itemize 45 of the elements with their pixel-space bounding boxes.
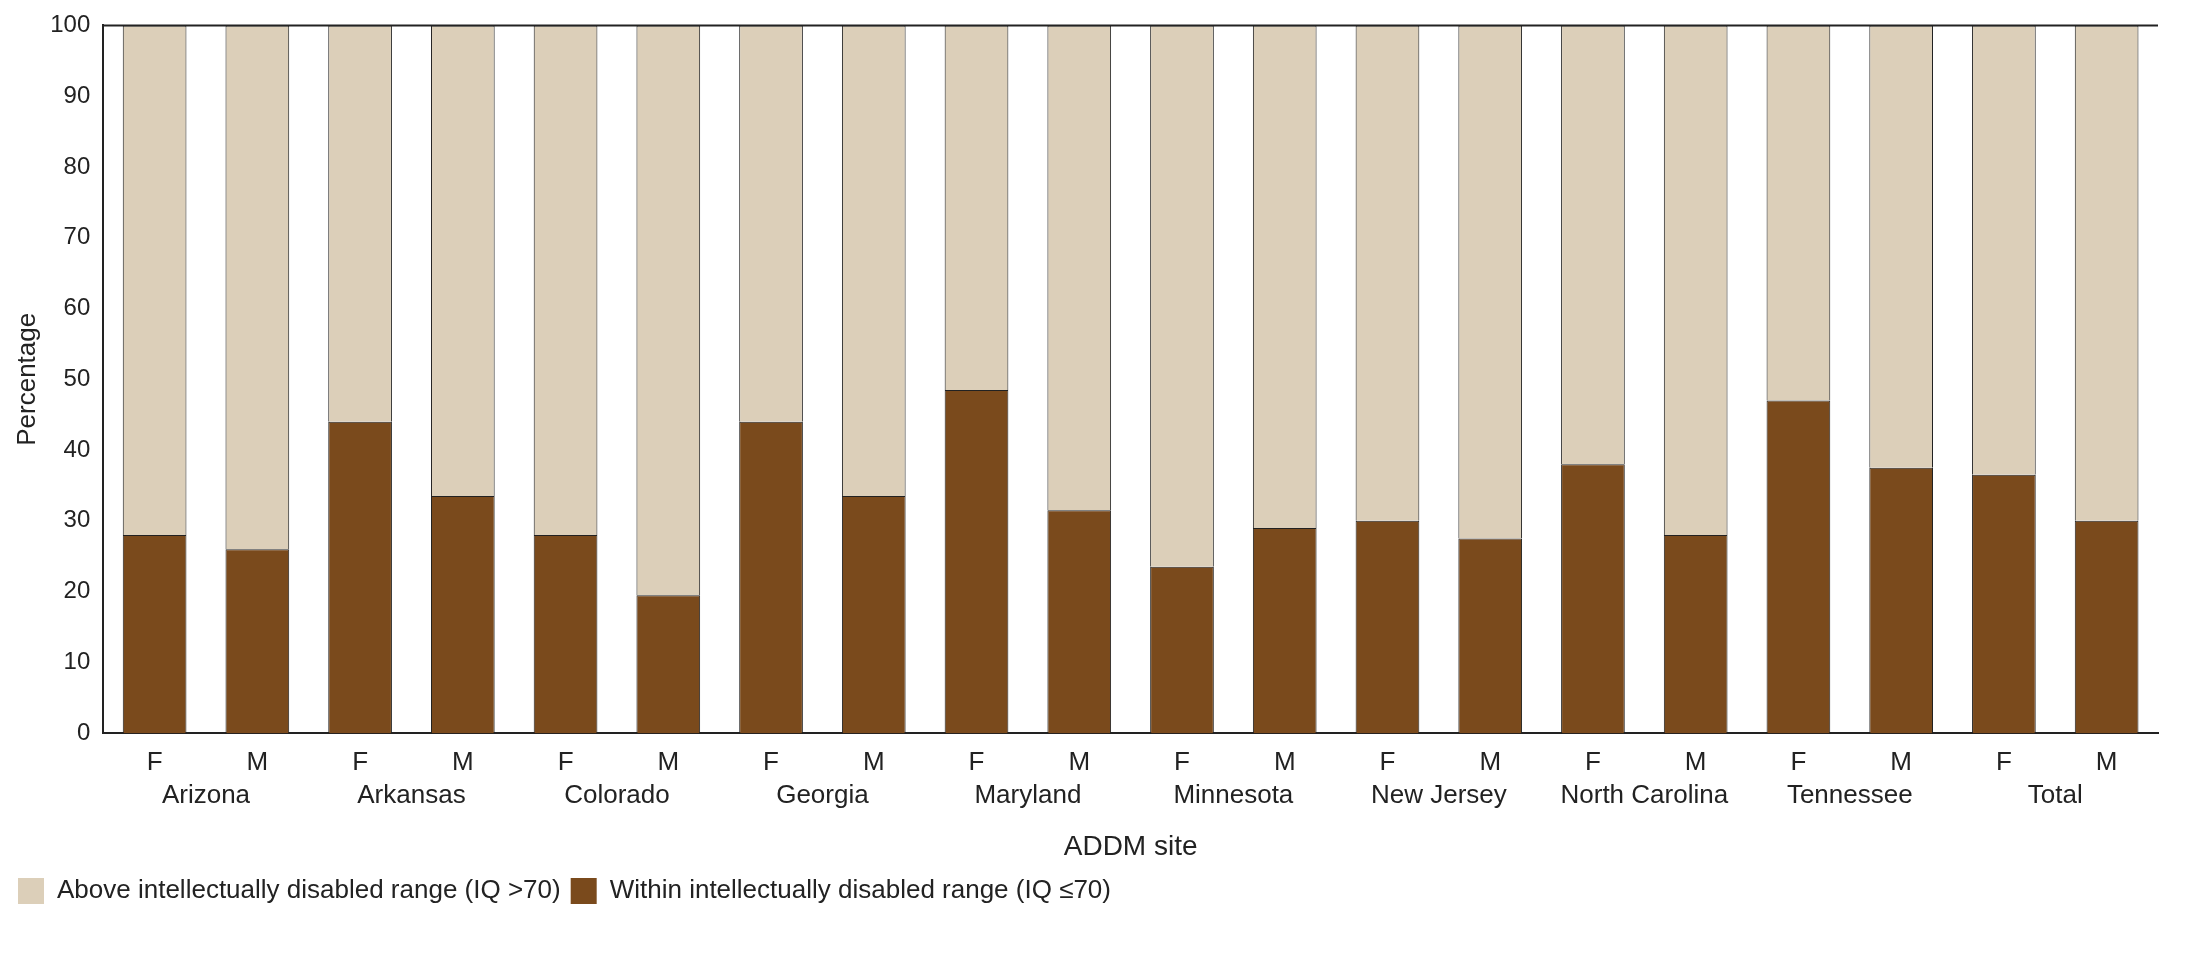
x-tick-label: M [1890,745,1912,776]
text: Georgia [776,779,870,810]
x-tick-label: M [451,745,474,776]
x-axis-title: ADDM site [1063,829,1198,861]
y-tick-label: 0 [76,717,91,745]
y-tick-label: 70 [63,222,91,250]
y-axis-title: Percentage [10,312,41,446]
legend-label: Within intellectually disabled range (IQ ≤70) [609,874,1111,905]
y-tick-label: 30 [63,505,91,533]
x-tick-label: F [968,745,985,776]
text: Arizona [161,779,251,810]
x-tick-label: F [1995,745,2012,776]
x-tick-label: M [1273,745,1296,776]
x-tick-label: F [1790,745,1807,776]
x-tick-label: M [1479,745,1502,776]
text: North Carolina [1560,779,1729,810]
y-tick-label: 100 [50,10,91,38]
y-tick-label: 60 [63,293,91,321]
x-tick-label: M [1068,745,1091,776]
y-tick-label: 20 [63,576,91,604]
text: Minnesota [1173,779,1294,810]
text: Maryland [974,779,1082,810]
y-tick-label: 40 [63,434,91,462]
x-tick-label: F [1585,745,1601,776]
legend-label: Above intellectually disabled range (IQ >70) [57,874,561,905]
x-tick-label: M [862,745,885,776]
text: New Jersey [1370,779,1507,810]
y-tick-label: 90 [63,80,91,108]
text: Total [2027,779,2083,810]
x-tick-label: M [2095,745,2118,776]
y-tick-label: 80 [63,151,91,179]
x-tick-label: M [246,745,269,776]
text: Colorado [564,779,670,810]
y-tick-label: 50 [63,363,91,391]
x-tick-label: F [1174,745,1190,776]
text: Arkansas [357,779,466,810]
x-tick-label: F [1379,745,1396,776]
text: Tennessee [1786,779,1913,810]
x-tick-label: M [1684,745,1707,776]
x-tick-label: F [146,745,163,776]
y-tick-label: 10 [63,647,91,675]
x-tick-label: M [657,745,680,776]
x-tick-label: F [557,745,574,776]
x-tick-label: F [763,745,779,776]
x-tick-label: F [352,745,369,776]
